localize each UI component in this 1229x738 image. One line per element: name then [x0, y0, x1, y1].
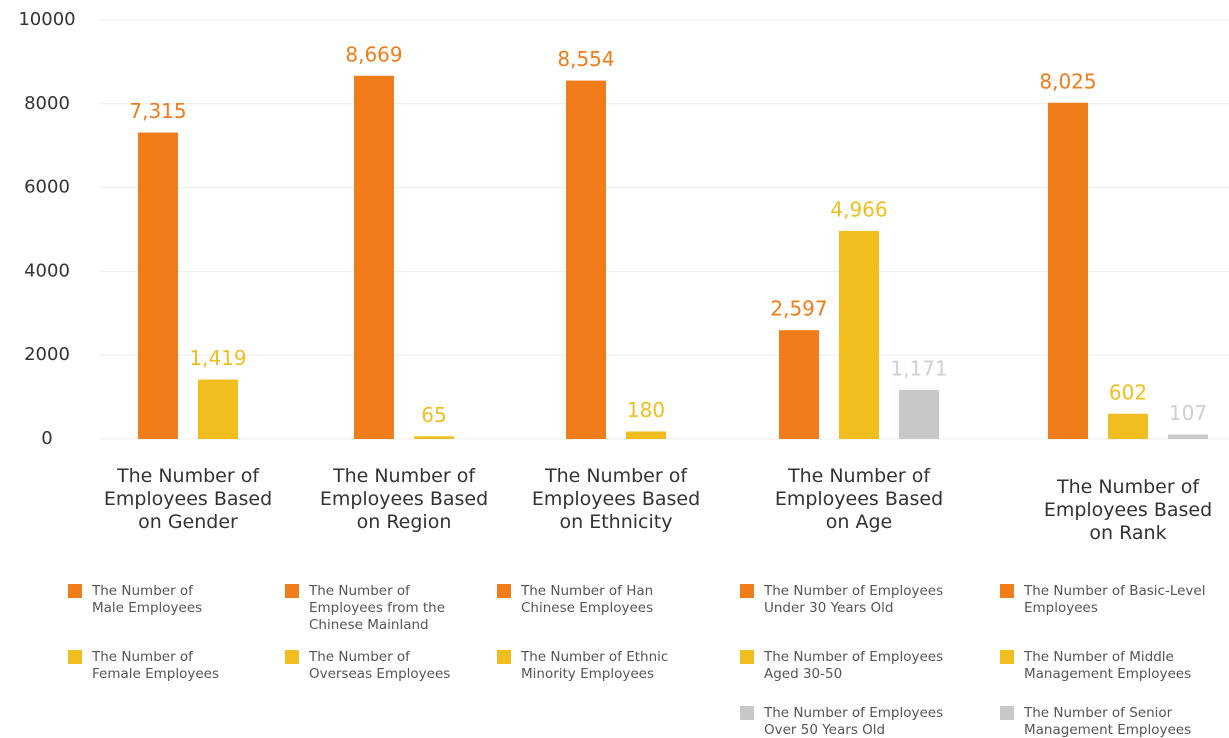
value-label: 180: [627, 398, 665, 422]
value-label: 7,315: [129, 99, 186, 123]
legend-item: The Number of Middle Management Employee…: [1000, 649, 1220, 683]
legend-swatch: [740, 650, 754, 664]
bar: [899, 389, 939, 439]
legend-swatch: [1000, 706, 1014, 720]
x-tick-label: The Number of Employees Based on Ethnici…: [531, 465, 701, 533]
bar: [354, 75, 394, 440]
legend-swatch: [740, 584, 754, 598]
legend-label: The Number of Ethnic Minority Employees: [521, 649, 669, 682]
x-tick-label: The Number of Employees Based on Region: [319, 465, 489, 533]
bar: [198, 379, 238, 439]
legend-swatch: [1000, 650, 1014, 664]
legend-item: The Number of Han Chinese Employees: [497, 583, 687, 617]
legend-swatch: [68, 584, 82, 598]
value-label: 8,025: [1039, 69, 1096, 93]
y-tick-label: 6000: [24, 177, 70, 198]
bar: [138, 132, 178, 439]
value-label: 65: [421, 403, 446, 427]
legend-label: The Number of Han Chinese Employees: [521, 583, 654, 616]
value-label: 1,419: [189, 346, 246, 370]
legend-label: The Number of Employees Over 50 Years Ol…: [764, 705, 944, 738]
value-label: 1,171: [890, 356, 947, 380]
x-tick-label: The Number of Employees Based on Gender: [103, 465, 273, 533]
y-tick-label: 8000: [24, 93, 70, 114]
value-label: 8,669: [345, 42, 402, 66]
legend-item: The Number of Female Employees: [68, 649, 228, 683]
y-tick-label: 4000: [24, 260, 70, 281]
legend-item: The Number of Ethnic Minority Employees: [497, 649, 687, 683]
bar: [779, 330, 819, 439]
value-label: 2,597: [770, 297, 827, 321]
y-tick-label: 10000: [18, 9, 75, 30]
value-label: 8,554: [557, 47, 614, 71]
value-label: 602: [1109, 380, 1147, 404]
legend-label: The Number of Basic-Level Employees: [1024, 583, 1206, 616]
legend-label: The Number of Female Employees: [92, 649, 219, 682]
bar: [626, 431, 666, 439]
legend-swatch: [285, 650, 299, 664]
legend-item: The Number of Basic-Level Employees: [1000, 583, 1220, 617]
x-tick-label: The Number of Employees Based on Age: [774, 465, 944, 533]
legend-label: The Number of Overseas Employees: [309, 649, 451, 682]
legend-swatch: [497, 650, 511, 664]
legend-item: The Number of Male Employees: [68, 583, 228, 617]
bar: [1108, 413, 1148, 439]
legend-label: The Number of Middle Management Employee…: [1024, 649, 1192, 682]
value-label: 4,966: [830, 197, 887, 221]
legend-swatch: [1000, 584, 1014, 598]
legend-item: The Number of Employees Over 50 Years Ol…: [740, 705, 960, 738]
legend-swatch: [68, 650, 82, 664]
legend-swatch: [740, 706, 754, 720]
bar: [414, 436, 454, 439]
legend-swatch: [285, 584, 299, 598]
y-tick-label: 0: [41, 428, 52, 449]
legend-swatch: [497, 584, 511, 598]
legend-item: The Number of Employees Under 30 Years O…: [740, 583, 960, 617]
bar: [1168, 434, 1208, 439]
bar: [1048, 102, 1088, 439]
legend-label: The Number of Senior Management Employee…: [1024, 705, 1192, 738]
legend-label: The Number of Employees from the Chinese…: [309, 583, 446, 633]
x-tick-label: The Number of Employees Based on Rank: [1043, 476, 1213, 544]
value-label: 107: [1169, 401, 1207, 425]
legend-item: The Number of Employees from the Chinese…: [285, 583, 475, 634]
y-tick-label: 2000: [24, 344, 70, 365]
bar: [839, 230, 879, 439]
legend-label: The Number of Male Employees: [92, 583, 203, 616]
legend-item: The Number of Overseas Employees: [285, 649, 475, 683]
legend-label: The Number of Employees Under 30 Years O…: [764, 583, 944, 616]
legend-item: The Number of Employees Aged 30-50: [740, 649, 960, 683]
legend-item: The Number of Senior Management Employee…: [1000, 705, 1220, 738]
legend-label: The Number of Employees Aged 30-50: [764, 649, 944, 682]
bar: [566, 80, 606, 439]
